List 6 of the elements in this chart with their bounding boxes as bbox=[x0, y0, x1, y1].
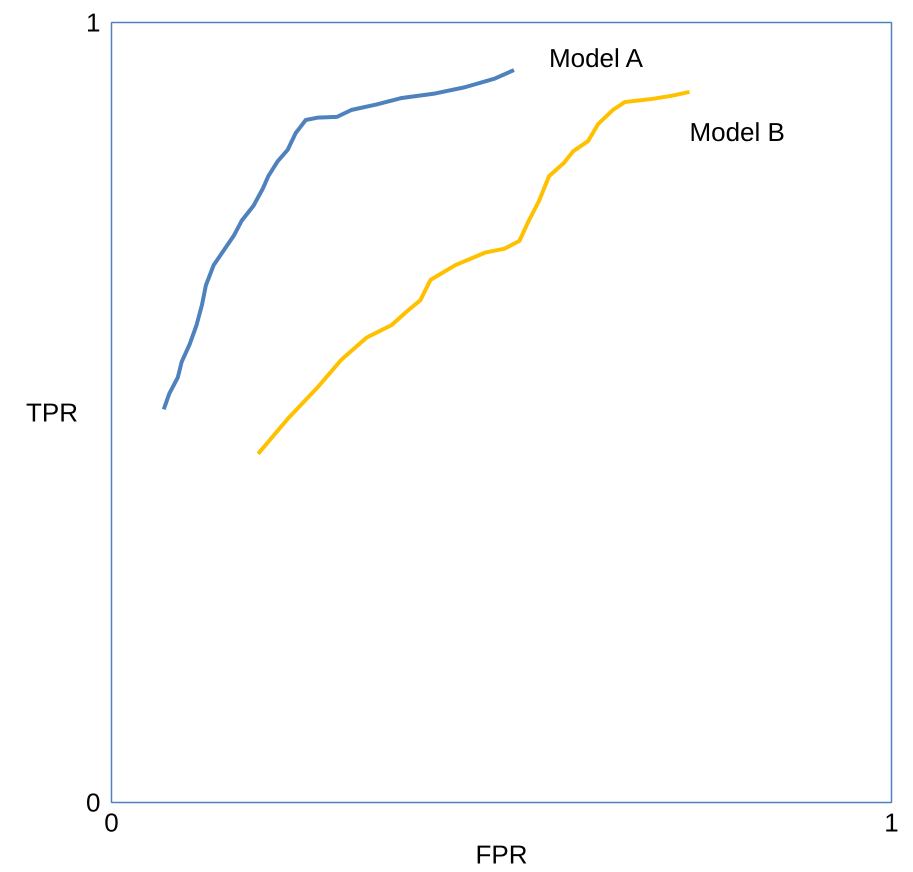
line-series bbox=[256, 90, 692, 456]
x-axis-title: FPR bbox=[476, 840, 528, 870]
series-label: Model A bbox=[548, 43, 644, 74]
line-series bbox=[162, 68, 516, 412]
series-label: Model B bbox=[689, 116, 785, 147]
y-axis-title: TPR bbox=[26, 398, 78, 428]
